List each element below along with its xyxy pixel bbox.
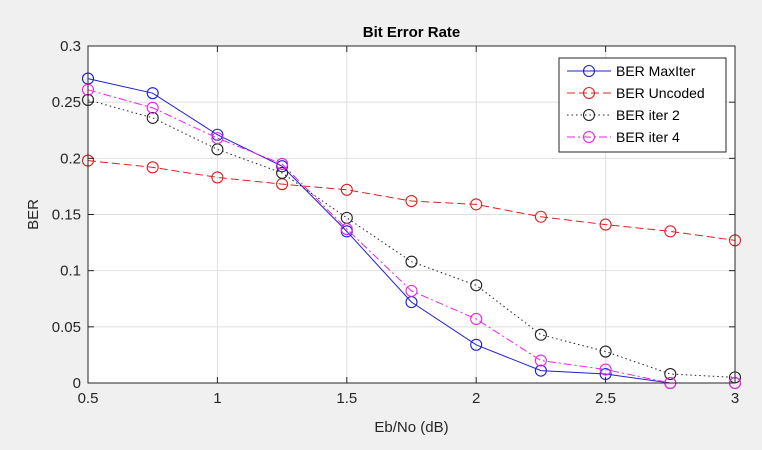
data-point: [276, 166, 289, 179]
series-1: [81, 154, 742, 247]
legend-item: BER MaxIter: [567, 63, 696, 79]
data-point: [405, 284, 418, 297]
legend-label: BER MaxIter: [616, 63, 696, 79]
series-line: [87, 160, 736, 241]
x-tick-label: 0.5: [78, 390, 99, 407]
legend-label: BER iter 2: [616, 107, 680, 123]
data-point: [470, 312, 483, 326]
data-point: [599, 218, 612, 231]
data-point: [146, 111, 159, 124]
y-tick-label: 0.25: [52, 94, 81, 111]
x-tick-label: 3: [731, 390, 739, 407]
y-tick-label: 0.3: [60, 38, 81, 55]
chart-title: Bit Error Rate: [363, 24, 461, 41]
data-point: [276, 157, 289, 170]
y-tick-label: 0: [73, 375, 81, 392]
x-tick-label: 2.5: [595, 390, 616, 407]
x-tick-label: 2: [472, 390, 480, 407]
legend-item: BER Uncoded: [567, 85, 705, 101]
y-tick-label: 0.15: [52, 207, 81, 224]
legend-marker: [582, 64, 596, 78]
legend-item: BER iter 2: [567, 107, 680, 123]
legend-box: [558, 57, 727, 153]
y-tick-label: 0.2: [60, 150, 81, 167]
data-point: [470, 198, 483, 211]
data-point: [211, 128, 224, 141]
data-point: [146, 161, 159, 174]
x-tick-label: 1.5: [336, 390, 357, 407]
data-point: [470, 338, 483, 351]
ticks: 0.5 1 1.5 2 2.5 3 0 0.05 0.1 0.15 0.2 0.25 0.3: [52, 38, 739, 407]
legend-label: BER Uncoded: [616, 85, 705, 101]
data-point: [340, 223, 353, 236]
legend-marker: [582, 86, 596, 100]
data-point: [599, 363, 612, 376]
y-axis-label: BER: [25, 199, 42, 230]
data-point: [340, 183, 353, 196]
legend-item: BER iter 4: [567, 129, 680, 145]
data-point: [146, 101, 159, 114]
data-point: [405, 194, 418, 208]
y-tick-label: 0.1: [60, 263, 81, 280]
data-point: [146, 87, 159, 100]
y-tick-label: 0.05: [52, 319, 81, 336]
series-line: [87, 78, 735, 384]
data-point: [534, 354, 547, 367]
series-line: [87, 89, 735, 384]
data-point: [211, 171, 224, 184]
data-point: [470, 279, 483, 292]
data-point: [599, 345, 612, 358]
legend: BER MaxIter BER Uncoded BER iter 2 BER iter…: [558, 57, 727, 153]
data-point: [405, 255, 418, 268]
data-point: [211, 132, 224, 145]
series-line: [87, 99, 736, 378]
data-point: [664, 225, 677, 238]
legend-marker: [582, 130, 596, 144]
data-point: [534, 364, 547, 377]
data-point: [664, 367, 677, 381]
data-point: [534, 328, 547, 341]
legend-marker: [582, 108, 596, 122]
data-point: [534, 210, 547, 223]
legend-label: BER iter 4: [616, 129, 680, 145]
x-axis-label: Eb/No (dB): [374, 419, 448, 436]
x-tick-label: 1: [213, 390, 221, 407]
